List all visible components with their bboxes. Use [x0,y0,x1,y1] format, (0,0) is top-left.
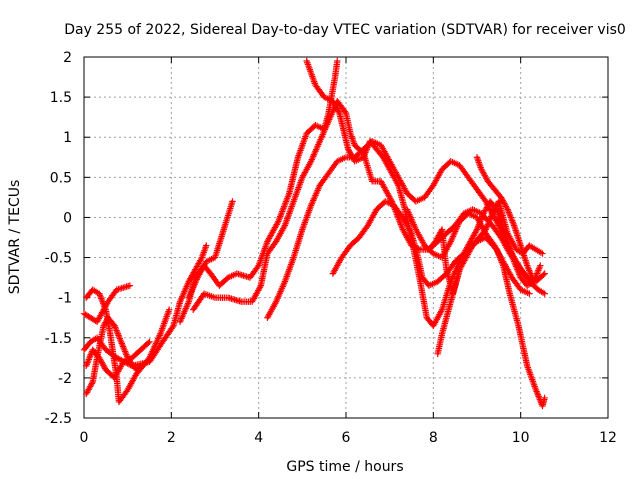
y-tick-label: -1.5 [45,331,72,347]
series-10 [303,57,548,410]
data-point [126,282,134,289]
y-tick-label: 0 [63,210,72,226]
data-point [165,306,173,313]
x-tick-label: 4 [254,430,263,446]
y-tick-label: 1.5 [50,90,72,106]
data-point [541,270,548,277]
x-tick-labels: 0 2 4 6 8 10 12 [80,430,617,446]
data-point [254,263,261,271]
data-point [88,380,96,387]
data-point [540,271,547,278]
x-tick-label: 10 [512,430,530,446]
data-point [229,198,236,205]
data-point [472,227,480,235]
data-point [526,290,533,297]
data-point [541,290,548,297]
series-4 [82,314,151,398]
data-point [197,255,205,263]
data-point [146,338,153,345]
data-point [539,250,546,257]
y-tick-label: -1 [58,291,72,307]
y-tick-label: -2 [58,371,72,387]
data-point [341,108,349,115]
data-point [530,278,537,285]
series-5 [82,286,173,406]
y-tick-label: 2 [63,50,72,66]
x-tick-label: 8 [429,430,438,446]
data-point [334,57,341,65]
series-7 [185,198,236,301]
x-tick-label: 2 [167,430,176,446]
data-point [503,204,510,212]
axis-ticks [83,56,609,419]
data-point [203,242,210,249]
data-point [456,266,463,273]
data-point [541,394,548,402]
x-axis-label: GPS time / hours [286,459,403,475]
y-axis-label: SDTVAR / TECUs [7,180,23,295]
series-14 [434,266,463,358]
series-2 [80,242,210,370]
data-point [537,262,544,269]
data-point [335,108,342,115]
y-tick-label: -2.5 [45,411,72,427]
series-15 [473,154,537,285]
y-tick-label: 1 [63,130,72,146]
x-tick-label: 0 [80,430,89,446]
y-tick-labels: -2.5 -2 -1.5 -1 -0.5 0 0.5 1 1.5 2 [45,50,72,427]
y-tick-label: 0.5 [50,170,72,186]
data-point [145,339,152,347]
y-tick-label: -0.5 [45,251,72,267]
data-series [80,57,548,410]
data-point [169,324,176,331]
x-tick-label: 12 [599,430,617,446]
chart-title: Day 255 of 2022, Sidereal Day-to-day VTE… [64,22,626,38]
x-tick-label: 6 [342,430,351,446]
